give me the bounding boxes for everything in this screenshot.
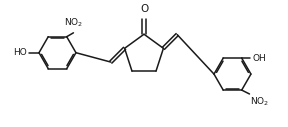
Text: O: O bbox=[141, 4, 149, 14]
Text: NO$_2$: NO$_2$ bbox=[64, 16, 83, 29]
Text: OH: OH bbox=[252, 54, 266, 63]
Text: NO$_2$: NO$_2$ bbox=[251, 96, 270, 108]
Text: HO: HO bbox=[14, 48, 27, 57]
